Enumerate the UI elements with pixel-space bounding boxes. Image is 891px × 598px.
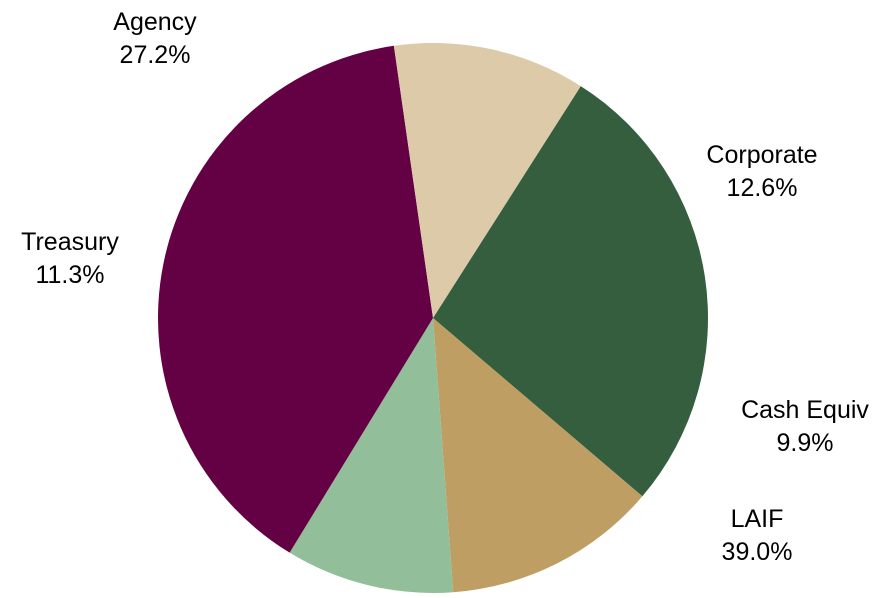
label-laif: LAIF 39.0% (722, 505, 793, 566)
slice-percent: 39.0% (722, 538, 793, 566)
pie-labels: Agency 27.2% Corporate 12.6% Cash Equiv 9.9% L… (21, 8, 869, 566)
label-treasury: Treasury 11.3% (21, 228, 119, 289)
label-cash-equiv: Cash Equiv 9.9% (741, 396, 869, 457)
slice-laif (157, 45, 434, 553)
slice-corporate (433, 318, 643, 593)
slice-name: LAIF (731, 505, 784, 533)
label-corporate: Corporate 12.6% (706, 141, 817, 202)
slice-name: Cash Equiv (741, 396, 869, 424)
slice-name: Agency (113, 8, 197, 36)
slice-percent: 9.9% (777, 429, 834, 457)
label-agency: Agency 27.2% (113, 8, 197, 69)
pie-slices (157, 43, 709, 593)
slice-percent: 27.2% (120, 41, 191, 69)
slice-cash-equiv (289, 318, 454, 593)
slice-name: Treasury (21, 228, 119, 256)
slice-agency (433, 86, 709, 497)
slice-treasury (393, 43, 581, 319)
slice-percent: 12.6% (727, 174, 798, 202)
slice-name: Corporate (706, 141, 817, 169)
slice-percent: 11.3% (35, 261, 104, 289)
